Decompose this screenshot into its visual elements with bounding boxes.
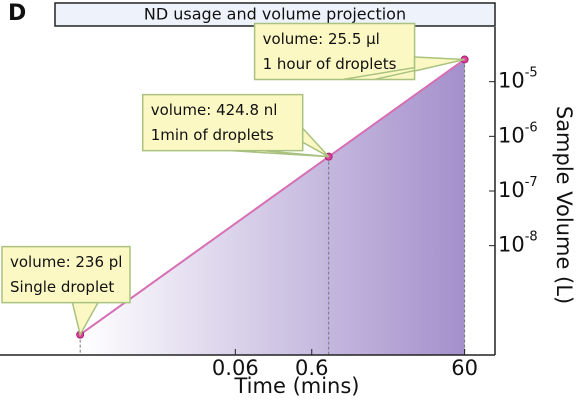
callout-text: volume: 424.8 nl (151, 101, 278, 119)
callout-text: Single droplet (10, 278, 114, 296)
callout-text: volume: 236 pl (10, 253, 122, 271)
x-tick-label: 0.06 (212, 356, 259, 380)
y-tick-label: 10-7 (498, 175, 538, 203)
tick-base: 10 (498, 69, 525, 93)
callout-pointer (413, 56, 465, 72)
area (80, 59, 465, 355)
tick-base: 10 (498, 233, 525, 257)
y-tick-label: 10-8 (498, 229, 538, 257)
panel-label: D (8, 1, 26, 26)
callout-text: volume: 25.5 µl (263, 30, 380, 48)
tick-base: 10 (498, 123, 525, 147)
tick-exp: -6 (525, 120, 538, 135)
tick-exp: -7 (525, 175, 538, 190)
x-axis-label: Time (mins) (234, 374, 360, 398)
callout-box (141, 93, 329, 158)
chart-title: ND usage and volume projection (144, 5, 406, 24)
tick-exp: -5 (525, 65, 538, 80)
y-axis-label: Sample Volume (L) (552, 106, 576, 304)
y-tick-label: 10-6 (498, 120, 538, 148)
y-tick-label: 10-5 (498, 65, 538, 93)
x-tick-label: 0.6 (295, 356, 328, 380)
x-tick-label: 60 (451, 356, 478, 380)
tick-exp: -8 (525, 229, 538, 244)
callout-text: 1 hour of droplets (263, 55, 397, 73)
callout-box (1, 245, 131, 337)
callout-pointer (301, 126, 330, 158)
tick-base: 10 (498, 178, 525, 202)
callout-text: 1min of droplets (151, 126, 274, 144)
